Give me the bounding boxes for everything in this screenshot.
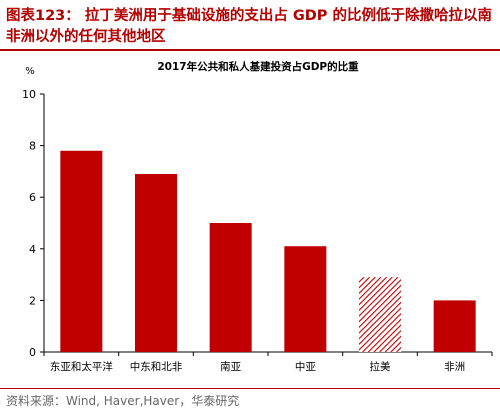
- x-tick-label: 南亚: [220, 360, 241, 373]
- x-tick-label: 非洲: [444, 361, 465, 373]
- chart-title: 2017年公共和私人基建投资占GDP的比重: [157, 60, 359, 73]
- source-divider: [0, 388, 500, 389]
- bar: [135, 173, 177, 352]
- x-tick-label: 中亚: [295, 360, 316, 373]
- bar-highlighted: [359, 277, 401, 352]
- y-tick-label: 10: [22, 88, 36, 101]
- bar: [284, 246, 327, 352]
- y-axis-unit-label: %: [25, 66, 35, 77]
- y-tick-label: 8: [29, 140, 36, 153]
- y-tick-label: 2: [29, 294, 36, 307]
- x-tick-label: 中东和北非: [130, 360, 183, 373]
- source-note: 资料来源：Wind, Haver,Haver，华泰研究: [6, 394, 240, 408]
- y-tick-label: 4: [29, 243, 36, 256]
- y-tick-label: 0: [29, 346, 36, 359]
- bar: [60, 150, 103, 352]
- bar: [209, 223, 252, 352]
- bar: [433, 300, 476, 352]
- bar-chart: 2017年公共和私人基建投资占GDP的比重 % 0 2 4 6 8 10 东亚和太平洋 中东和…: [22, 60, 493, 373]
- x-tick-label: 拉美: [370, 360, 391, 373]
- title-divider: [0, 49, 500, 51]
- x-tick-label: 东亚和太平洋: [50, 360, 113, 373]
- figure-title: 图表123： 拉丁美洲用于基础设施的支出占 GDP 的比例低于除撒哈拉以南非洲以…: [6, 8, 492, 45]
- chart-container: 2017年公共和私人基建投资占GDP的比重 % 0 2 4 6 8 10 东亚和太平洋 中东和…: [0, 52, 500, 388]
- y-tick-label: 6: [29, 191, 36, 204]
